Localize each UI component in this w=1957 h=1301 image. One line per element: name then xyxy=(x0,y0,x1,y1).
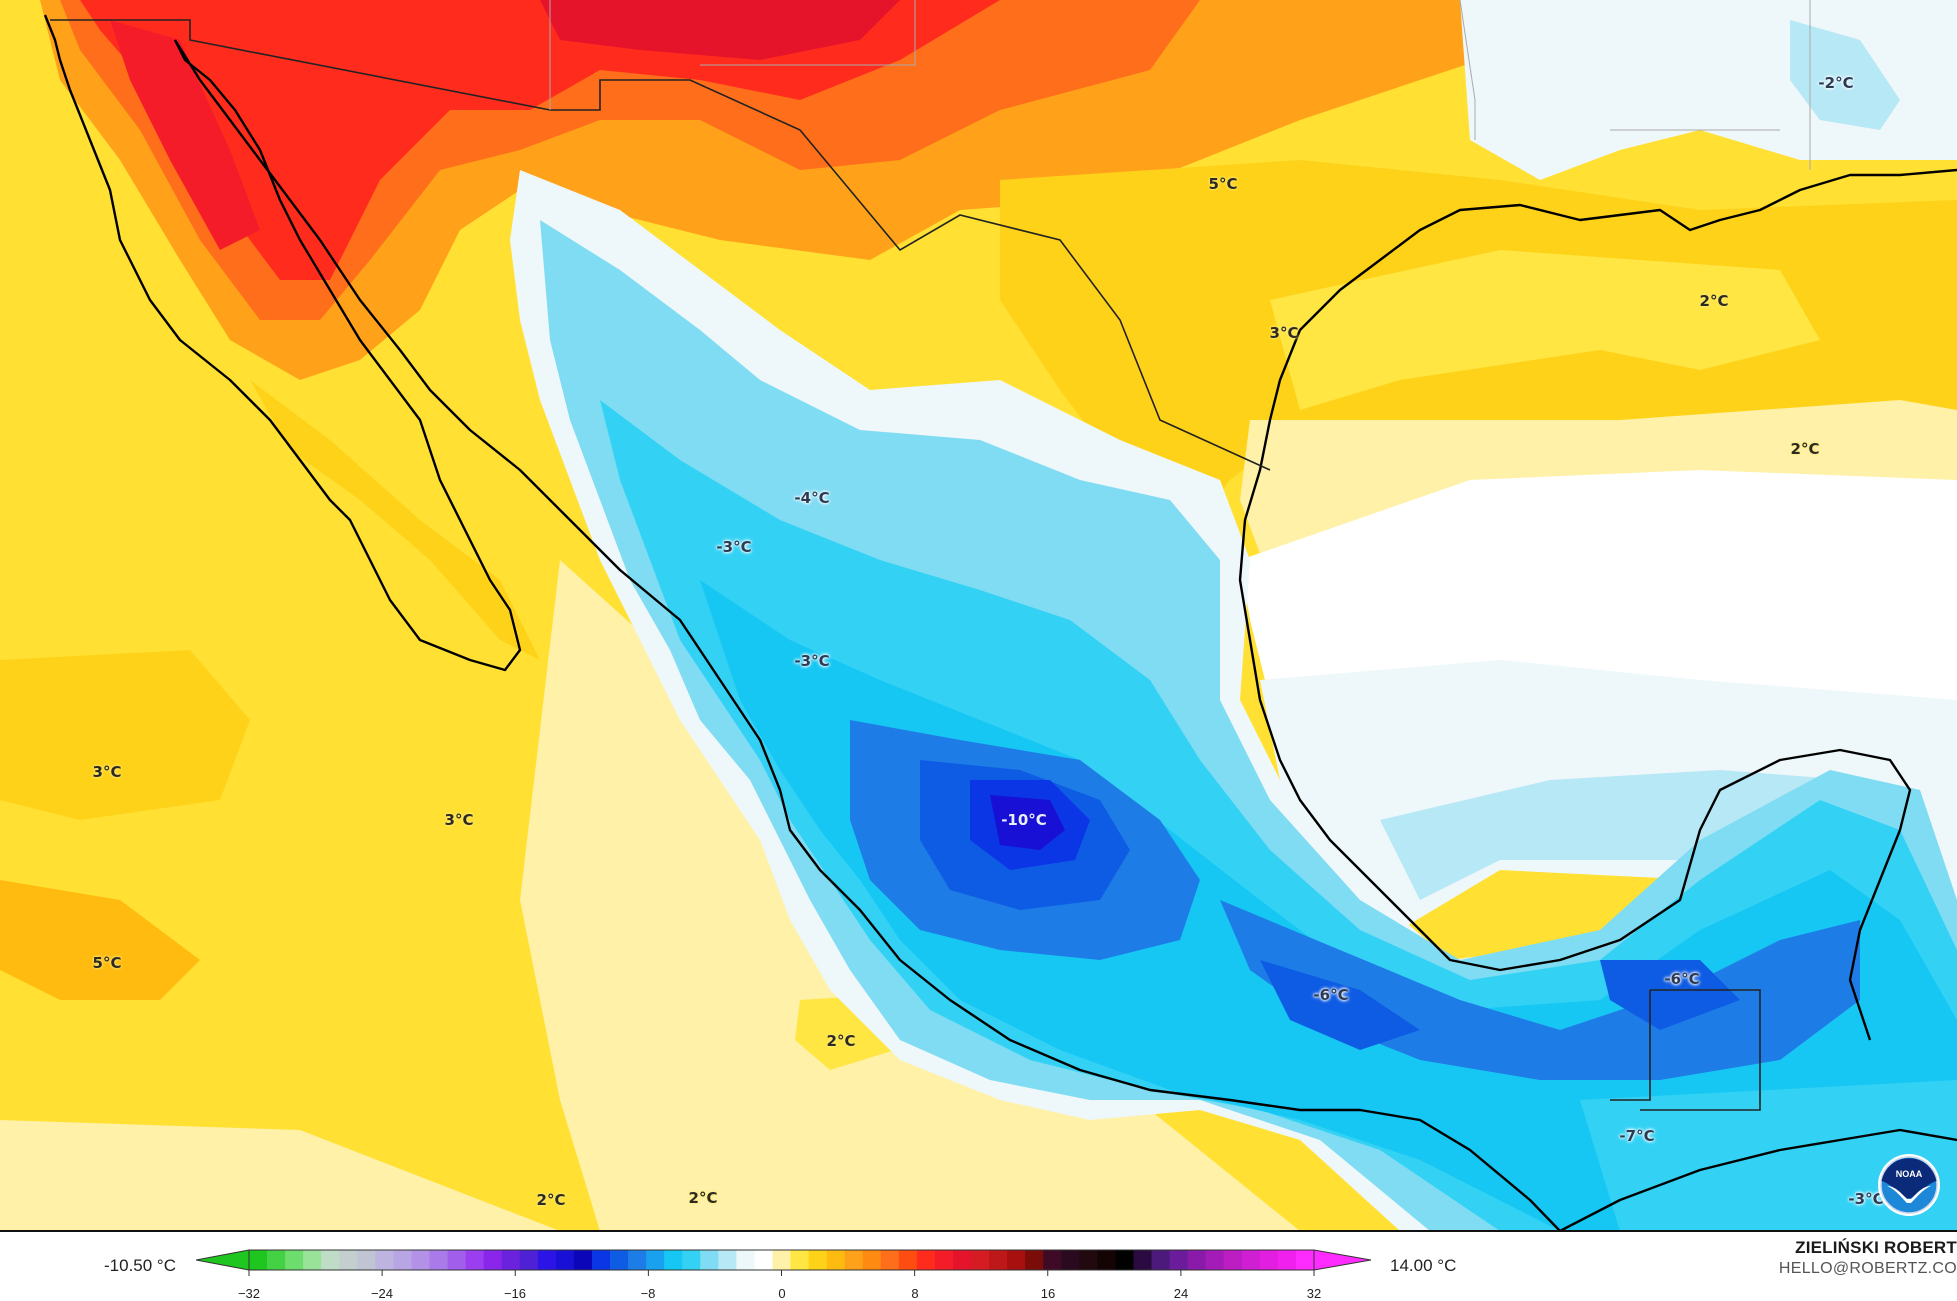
temp-label: -7°C xyxy=(1619,1127,1655,1145)
tick-label: 32 xyxy=(1306,1286,1322,1301)
temp-label: -2°C xyxy=(1818,74,1854,92)
temp-label: -4°C xyxy=(794,489,830,507)
colorbar: −32 −24 −16 −8 0 8 16 24 32 xyxy=(195,1248,1372,1301)
colorbar-gradient xyxy=(195,1249,1372,1276)
temp-label: 2°C xyxy=(536,1191,566,1209)
temp-label: 3°C xyxy=(444,811,474,829)
min-value-label: -10.50 °C xyxy=(104,1256,177,1275)
tick-label: −24 xyxy=(370,1286,394,1301)
temp-label: -3°C xyxy=(716,538,752,556)
temp-label: -6°C xyxy=(1313,986,1349,1004)
temp-label: 2°C xyxy=(1699,292,1729,310)
temperature-anomaly-map: 5°C -2°C 2°C 2°C 3°C -4°C -3°C -3°C -10°… xyxy=(0,0,1957,1231)
temp-label: 2°C xyxy=(826,1032,856,1050)
tick-label: 16 xyxy=(1040,1286,1056,1301)
max-value-label: 14.00 °C xyxy=(1390,1256,1457,1275)
temp-label: -6°C xyxy=(1664,970,1700,988)
map-border xyxy=(0,1230,1957,1232)
author-name: ZIELIŃSKI ROBERT xyxy=(1795,1238,1957,1257)
noaa-logo-icon: NOAA xyxy=(1878,1154,1940,1216)
map-layers xyxy=(0,0,1957,1231)
svg-text:NOAA: NOAA xyxy=(1896,1169,1923,1179)
temp-label: 5°C xyxy=(1208,175,1238,193)
noaa-logo: NOAA xyxy=(1877,1153,1941,1217)
temp-label: -10°C xyxy=(1001,811,1047,829)
author-email: HELLO@ROBERTZ.CO xyxy=(1778,1260,1957,1277)
temp-label: 2°C xyxy=(1790,440,1820,458)
tick-label: 0 xyxy=(778,1286,786,1301)
temp-label: 3°C xyxy=(1269,324,1299,342)
tick-label: −8 xyxy=(640,1286,656,1301)
temp-label: -3°C xyxy=(1848,1190,1884,1208)
temp-label: 3°C xyxy=(92,763,122,781)
tick-label: −16 xyxy=(503,1286,527,1301)
temp-label: -3°C xyxy=(794,652,830,670)
temp-label: 2°C xyxy=(688,1189,718,1207)
colorbar-legend: -10.50 °C −32 −24 −16 −8 0 8 16 24 32 14… xyxy=(0,1232,1957,1301)
tick-label: −32 xyxy=(237,1286,261,1301)
temp-label: 5°C xyxy=(92,954,122,972)
tick-label: 24 xyxy=(1173,1286,1189,1301)
tick-label: 8 xyxy=(911,1286,919,1301)
